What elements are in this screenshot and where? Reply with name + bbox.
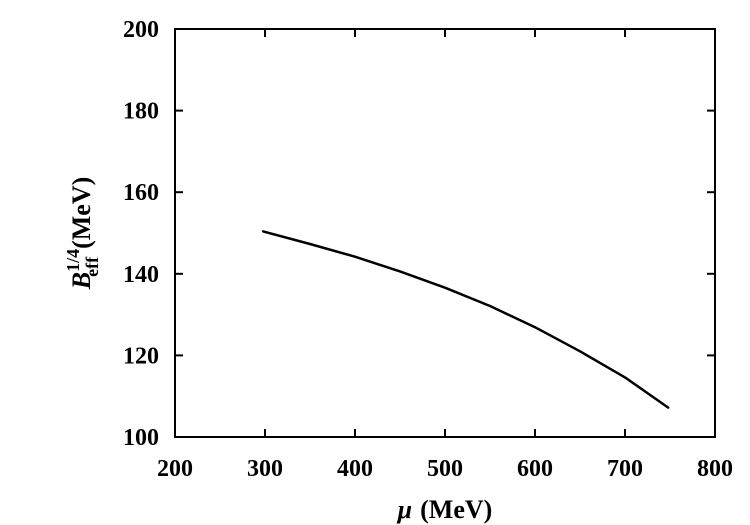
x-tick-label: 300 <box>247 456 283 482</box>
y-axis-unit: (MeV) <box>67 177 96 249</box>
x-tick-label: 800 <box>697 456 733 482</box>
y-tick-label: 120 <box>123 343 159 369</box>
plot-frame <box>174 28 716 438</box>
x-axis-unit: (MeV) <box>420 495 492 524</box>
y-tick-label: 160 <box>123 180 159 206</box>
x-tick-label: 700 <box>607 456 643 482</box>
x-tick-label: 400 <box>337 456 373 482</box>
y-axis-subscript: eff <box>82 256 102 277</box>
y-tick-label: 200 <box>123 17 159 43</box>
y-axis-symbol: B <box>67 272 96 290</box>
x-axis-symbol: μ <box>396 495 412 524</box>
y-axis-superscript: 1/4 <box>63 249 83 272</box>
tick-labels: 200 300 400 500 600 700 800 100 120 140 160 180 200 <box>123 17 733 482</box>
y-tick-label: 100 <box>123 425 159 451</box>
x-tick-label: 500 <box>427 456 463 482</box>
y-axis-label: B1/4eff (MeV) <box>63 177 102 291</box>
x-tick-label: 600 <box>517 456 553 482</box>
y-tick-label: 140 <box>123 262 159 288</box>
y-tick-label: 180 <box>123 99 159 125</box>
axis-ticks <box>174 28 716 438</box>
x-tick-label: 200 <box>157 456 193 482</box>
series-line <box>261 230 670 409</box>
x-axis-label: μ (MeV) <box>396 495 493 524</box>
